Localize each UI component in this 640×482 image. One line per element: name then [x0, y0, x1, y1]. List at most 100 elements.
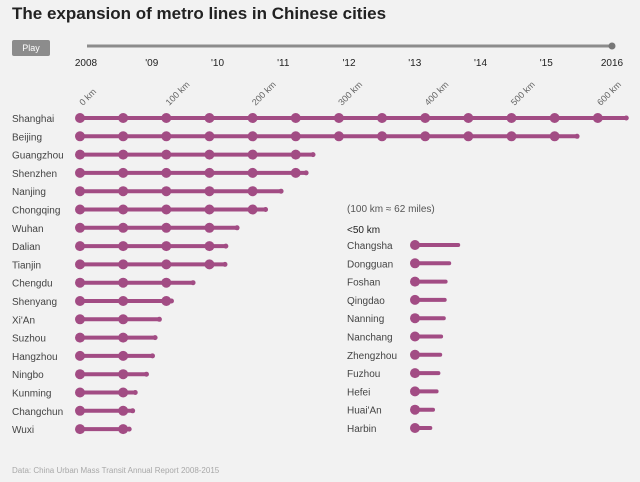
km-tick-label: 100 km	[164, 79, 192, 107]
city-dot	[75, 332, 85, 343]
small-city-row: Huai'An	[347, 404, 435, 417]
city-dot	[247, 131, 258, 142]
city-dot	[247, 149, 258, 160]
city-label: Shanghai	[12, 114, 54, 125]
city-dot	[410, 294, 420, 305]
city-dot	[118, 332, 129, 343]
city-bar-end	[126, 426, 132, 432]
city-dot	[75, 131, 85, 142]
city-label: Ningbo	[12, 370, 44, 381]
city-bar-end	[263, 207, 269, 212]
city-label: Xi'An	[12, 315, 35, 326]
city-row: Wuhan	[12, 222, 240, 235]
chart-title: The expansion of metro lines in Chinese …	[12, 4, 387, 23]
timeline-label: 2008	[75, 58, 98, 69]
city-bar-end	[149, 353, 155, 359]
city-dot	[377, 131, 388, 142]
city-dot	[410, 258, 420, 269]
city-dot	[410, 423, 420, 433]
timeline-label: '14	[474, 58, 487, 69]
city-label: Kunming	[12, 389, 51, 400]
city-bar-end	[152, 335, 158, 341]
city-dot	[204, 241, 215, 252]
city-dot	[204, 186, 215, 197]
city-label: Huai'An	[347, 406, 382, 417]
city-bar-end	[303, 170, 309, 176]
timeline[interactable]: 2008 '09 '10 '11 '12 '13 '14 '15 2016	[75, 42, 624, 70]
city-dot	[118, 186, 129, 197]
city-dot	[75, 424, 85, 435]
city-dot	[161, 204, 172, 215]
city-dot	[161, 186, 172, 197]
city-label: Suzhou	[12, 334, 46, 345]
timeline-handle[interactable]	[608, 42, 616, 50]
small-city-row: Changsha	[347, 240, 461, 252]
city-dot	[75, 241, 85, 252]
km-tick-label: 500 km	[509, 79, 537, 107]
city-label: Dongguan	[347, 259, 393, 270]
city-dot	[75, 222, 85, 233]
city-dot	[290, 113, 301, 123]
timeline-label: '10	[211, 58, 224, 69]
city-row: Guangzhou	[12, 149, 316, 162]
city-label: Nanning	[347, 314, 384, 325]
city-row: Shanghai	[12, 113, 629, 125]
city-dot	[410, 276, 420, 287]
city-label: Tianjin	[12, 260, 41, 271]
city-bar-end	[222, 261, 228, 267]
city-dot	[118, 314, 129, 325]
city-label: Harbin	[347, 424, 376, 435]
small-city-row: Foshan	[347, 276, 448, 289]
small-city-row: Nanning	[347, 313, 446, 325]
city-dot	[410, 349, 420, 360]
city-bar-end	[143, 371, 149, 377]
city-dot	[410, 240, 420, 250]
timeline-label: '12	[342, 58, 355, 69]
city-dot	[75, 350, 85, 361]
city-label: Wuxi	[12, 425, 34, 436]
city-dot	[204, 204, 215, 215]
city-dot	[118, 259, 129, 270]
play-button[interactable]: Play	[12, 40, 50, 56]
city-label: Shenyang	[12, 297, 57, 308]
timeline-label: '11	[277, 58, 290, 69]
city-bar-end	[234, 225, 240, 231]
city-row: Shenzhen	[12, 167, 309, 180]
city-dot	[75, 314, 85, 325]
city-dot	[290, 149, 301, 160]
city-dot	[410, 368, 420, 379]
city-row: Chongqing	[12, 204, 269, 217]
city-bar-end	[156, 316, 162, 322]
city-label: Changsha	[347, 241, 393, 252]
small-city-row: Harbin	[347, 423, 433, 435]
city-dot	[118, 131, 129, 142]
city-dot	[161, 277, 172, 288]
city-dot	[247, 186, 258, 197]
city-dot	[75, 204, 85, 215]
city-row: Changchun	[12, 405, 136, 418]
city-bar-end	[310, 152, 316, 158]
city-dot	[592, 113, 603, 123]
city-dot	[463, 131, 474, 142]
city-dot	[420, 113, 431, 123]
city-row: Xi'An	[12, 314, 162, 326]
timeline-label: '09	[145, 58, 158, 69]
km-tick-label: 300 km	[336, 79, 364, 107]
city-label: Hangzhou	[12, 352, 58, 363]
city-label: Qingdao	[347, 296, 385, 307]
city-dot	[410, 331, 420, 342]
city-label: Chengdu	[12, 279, 53, 290]
city-row: Dalian	[12, 241, 229, 253]
city-row: Ningbo	[12, 369, 149, 381]
city-dot	[161, 241, 172, 252]
city-dot	[161, 149, 172, 160]
city-dot	[118, 167, 129, 178]
city-dot	[549, 113, 560, 123]
city-dot	[118, 241, 129, 252]
city-bar-end	[168, 298, 174, 304]
small-city-row: Nanchang	[347, 331, 444, 344]
city-dot	[247, 167, 258, 178]
city-bars: Shanghai Beijing Guangzhou Shenzhen Nanjing C…	[12, 113, 629, 436]
city-dot	[161, 296, 172, 306]
